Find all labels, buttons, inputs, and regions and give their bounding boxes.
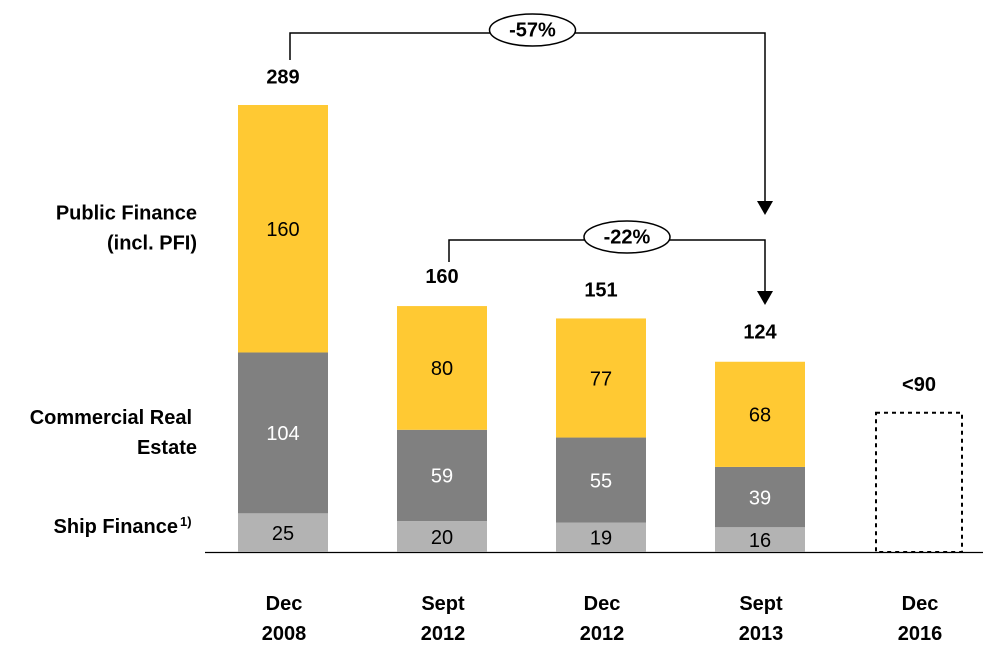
arrow-head (757, 201, 773, 215)
bar-segment (397, 521, 487, 552)
value-label: 25 (272, 523, 294, 545)
bar-segment (715, 527, 805, 552)
x-tick-label: Dec 2012 (580, 593, 625, 645)
value-label: 55 (590, 470, 612, 492)
legend-label: Commercial Real Estate (30, 407, 197, 459)
legend-label: Ship Finance (54, 516, 178, 538)
total-label: 124 (743, 321, 777, 343)
bar-segment (556, 437, 646, 523)
bar-segment (397, 429, 487, 522)
annotation-label: -22% (604, 226, 651, 248)
annotation-bubble (488, 13, 577, 47)
target-box (875, 411, 963, 553)
bar-segment (715, 361, 805, 467)
annotation-bubble (583, 220, 671, 254)
arrow-head (757, 291, 773, 305)
value-label: 39 (749, 487, 771, 509)
value-label: 160 (266, 219, 299, 241)
x-tick-label: Dec 2008 (262, 593, 307, 645)
bar-segment (397, 306, 487, 430)
x-tick-label: Sept 2013 (739, 593, 784, 645)
value-label: 104 (266, 423, 299, 445)
bar-segment (556, 522, 646, 552)
value-label: 80 (431, 358, 453, 380)
total-label: 151 (584, 280, 617, 302)
x-tick-label: Sept 2012 (421, 593, 466, 645)
total-label: 289 (266, 66, 299, 88)
total-label: <90 (902, 374, 936, 396)
value-label: 16 (749, 530, 771, 552)
bar-segment (238, 513, 328, 552)
value-label: 68 (749, 405, 771, 427)
bar-segment (715, 466, 805, 528)
value-label: 77 (590, 368, 612, 390)
bar-segment (238, 105, 328, 353)
annotation-label: -57% (509, 19, 556, 41)
annotation-line (289, 32, 766, 203)
footnote-mark: 1) (180, 514, 192, 529)
bar-segment (238, 352, 328, 514)
total-label: 160 (425, 266, 458, 288)
value-label: 20 (431, 527, 453, 549)
value-label: 59 (431, 466, 453, 488)
value-label: 19 (590, 528, 612, 550)
bar-segment (556, 318, 646, 438)
x-tick-label: Dec 2016 (898, 593, 943, 645)
legend-label: Public Finance (incl. PFI) (56, 203, 197, 255)
